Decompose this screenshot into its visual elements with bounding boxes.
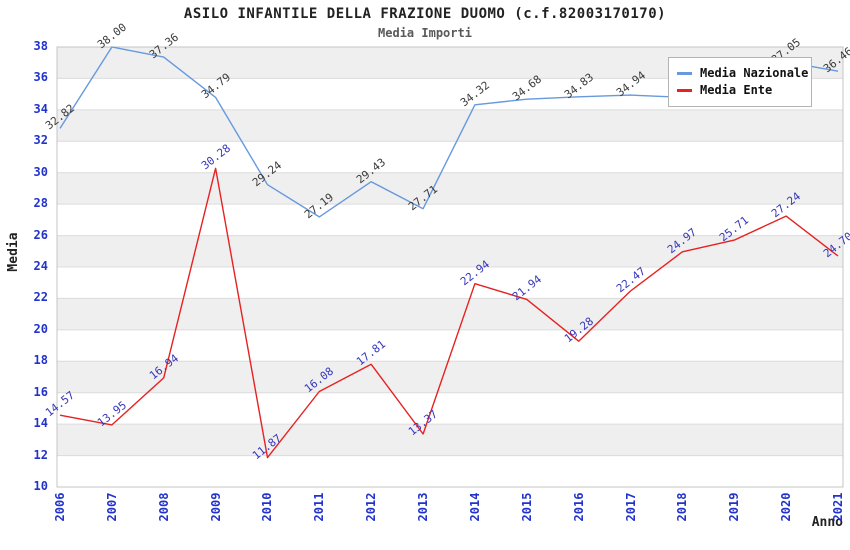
grid-band: [57, 424, 843, 456]
grid-band: [57, 109, 843, 142]
chart-subtitle: Media Importi: [378, 26, 472, 40]
y-tick-label: 20: [33, 321, 48, 336]
x-axis-title: Anno: [811, 515, 843, 530]
y-tick-label: 32: [33, 133, 48, 148]
x-tick-label: 2009: [208, 492, 223, 522]
grid-band: [57, 172, 843, 205]
media-ente-swatch: [677, 88, 692, 92]
legend-item-media-ente: Media Ente: [677, 83, 803, 97]
x-tick-label: 2010: [260, 492, 275, 522]
legend-box: Media Nazionale Media Ente: [668, 57, 812, 107]
y-tick-label: 24: [33, 259, 48, 273]
media-ente-line: [59, 167, 839, 459]
x-tick-label: 2007: [104, 492, 119, 522]
grid-band: [57, 235, 843, 267]
y-tick-label: 28: [33, 196, 48, 211]
grid-band: [57, 361, 843, 393]
y-tick-label: 14: [33, 416, 48, 431]
legend-item-media-nazionale: Media Nazionale: [677, 66, 808, 80]
y-tick-label: 34: [33, 101, 48, 116]
y-tick-label: 30: [33, 164, 48, 179]
y-tick-label: 12: [33, 447, 48, 462]
x-tick-label: 2006: [53, 492, 67, 522]
grid-band: [57, 298, 843, 330]
x-tick-label: 2016: [571, 492, 586, 522]
x-tick-label: 2013: [416, 492, 431, 522]
x-tick-label: 2020: [779, 492, 794, 522]
x-tick-label: 2012: [364, 492, 379, 522]
x-tick-label: 2011: [312, 492, 327, 522]
plot-border: [56, 46, 844, 488]
y-tick-label: 36: [33, 70, 48, 85]
legend-label-media-ente: Media Ente: [700, 83, 773, 97]
x-tick-label: 2017: [623, 492, 638, 522]
x-tick-label: 2015: [519, 492, 534, 522]
media-nazionale-swatch: [677, 71, 692, 75]
y-tick-label: 18: [33, 353, 48, 368]
chart-title: ASILO INFANTILE DELLA FRAZIONE DUOMO (c.…: [183, 6, 667, 22]
y-tick-label: 26: [33, 227, 48, 242]
y-tick-label: 22: [33, 290, 48, 305]
y-tick-label: 10: [33, 479, 48, 493]
y-tick-label: 16: [33, 384, 48, 399]
x-tick-label: 2021: [831, 492, 845, 522]
x-tick-label: 2019: [727, 492, 742, 522]
y-tick-label: 38: [33, 39, 48, 53]
x-tick-label: 2008: [156, 492, 171, 522]
x-tick-label: 2018: [675, 492, 690, 522]
x-tick-label: 2014: [467, 492, 482, 522]
legend-label-media-nazionale: Media Nazionale: [700, 66, 809, 80]
